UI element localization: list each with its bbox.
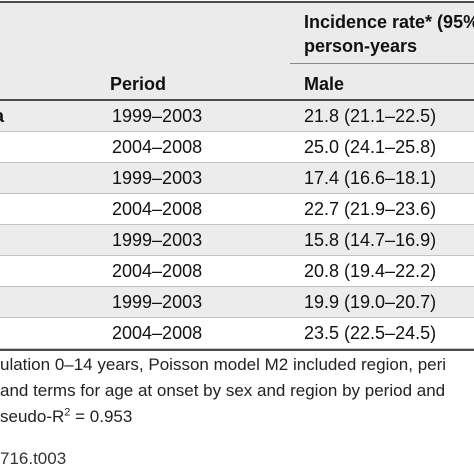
region-cell [0, 194, 6, 224]
male-rate-cell: 21.8 (21.1–22.5) [304, 106, 437, 126]
table-row: 2004–2008 23.5 (22.5–24.5) [0, 318, 474, 349]
region-cell: a [0, 101, 6, 131]
period-cell: 1999–2003 [112, 292, 203, 312]
header-person-years: person-years [304, 36, 418, 56]
footnote-pseudo-r: seudo-R [0, 407, 65, 426]
male-rate-cell: 23.5 (22.5–24.5) [304, 323, 437, 343]
region-cell [0, 132, 6, 162]
table-row: 1999–2003 19.9 (19.0–20.7) [0, 287, 474, 318]
table-row: 1999–2003 17.4 (16.6–18.1) [0, 163, 474, 194]
period-cell: 1999–2003 [112, 168, 203, 188]
table-row: 2004–2008 22.7 (21.9–23.6) [0, 194, 474, 225]
period-cell: 2004–2008 [112, 137, 203, 157]
header-sub-rule [290, 63, 474, 64]
header-male: Male [304, 74, 345, 94]
footnote-line-3: seudo-R2 = 0.953 [0, 406, 132, 428]
table-row: a 1999–2003 21.8 (21.1–22.5) [0, 101, 474, 132]
footnote-value: = 0.953 [70, 407, 133, 426]
male-rate-cell: 15.8 (14.7–16.9) [304, 230, 437, 250]
table-row: 2004–2008 20.8 (19.4–22.2) [0, 256, 474, 287]
period-cell: 1999–2003 [112, 106, 203, 126]
period-cell: 2004–2008 [112, 199, 203, 219]
header-rule [0, 99, 474, 101]
region-cell [0, 318, 6, 348]
male-rate-cell: 20.8 (19.4–22.2) [304, 261, 437, 281]
table-row: 1999–2003 15.8 (14.7–16.9) [0, 225, 474, 256]
male-rate-cell: 25.0 (24.1–25.8) [304, 137, 437, 157]
region-cell [0, 256, 6, 286]
table-doi: 716.t003 [0, 449, 67, 468]
region-cell [0, 225, 6, 255]
table-header [0, 3, 474, 99]
period-cell: 2004–2008 [112, 323, 203, 343]
region-cell [0, 287, 6, 317]
table-body: a 1999–2003 21.8 (21.1–22.5) 2004–2008 2… [0, 101, 474, 349]
bottom-rule [0, 349, 474, 351]
male-rate-cell: 17.4 (16.6–18.1) [304, 168, 437, 188]
period-cell: 1999–2003 [112, 230, 203, 250]
top-rule [0, 1, 474, 3]
table-row: 2004–2008 25.0 (24.1–25.8) [0, 132, 474, 163]
header-period: Period [110, 74, 167, 94]
footnote-line-1: ulation 0–14 years, Poisson model M2 inc… [0, 355, 447, 374]
region-cell [0, 163, 6, 193]
region-label: a [0, 106, 4, 126]
header-incidence-rate: Incidence rate* (95% [304, 12, 474, 32]
footnote-superscript: 2 [64, 406, 71, 419]
male-rate-cell: 22.7 (21.9–23.6) [304, 199, 437, 219]
footnote-line-2: and terms for age at onset by sex and re… [0, 381, 446, 400]
male-rate-cell: 19.9 (19.0–20.7) [304, 292, 437, 312]
period-cell: 2004–2008 [112, 261, 203, 281]
